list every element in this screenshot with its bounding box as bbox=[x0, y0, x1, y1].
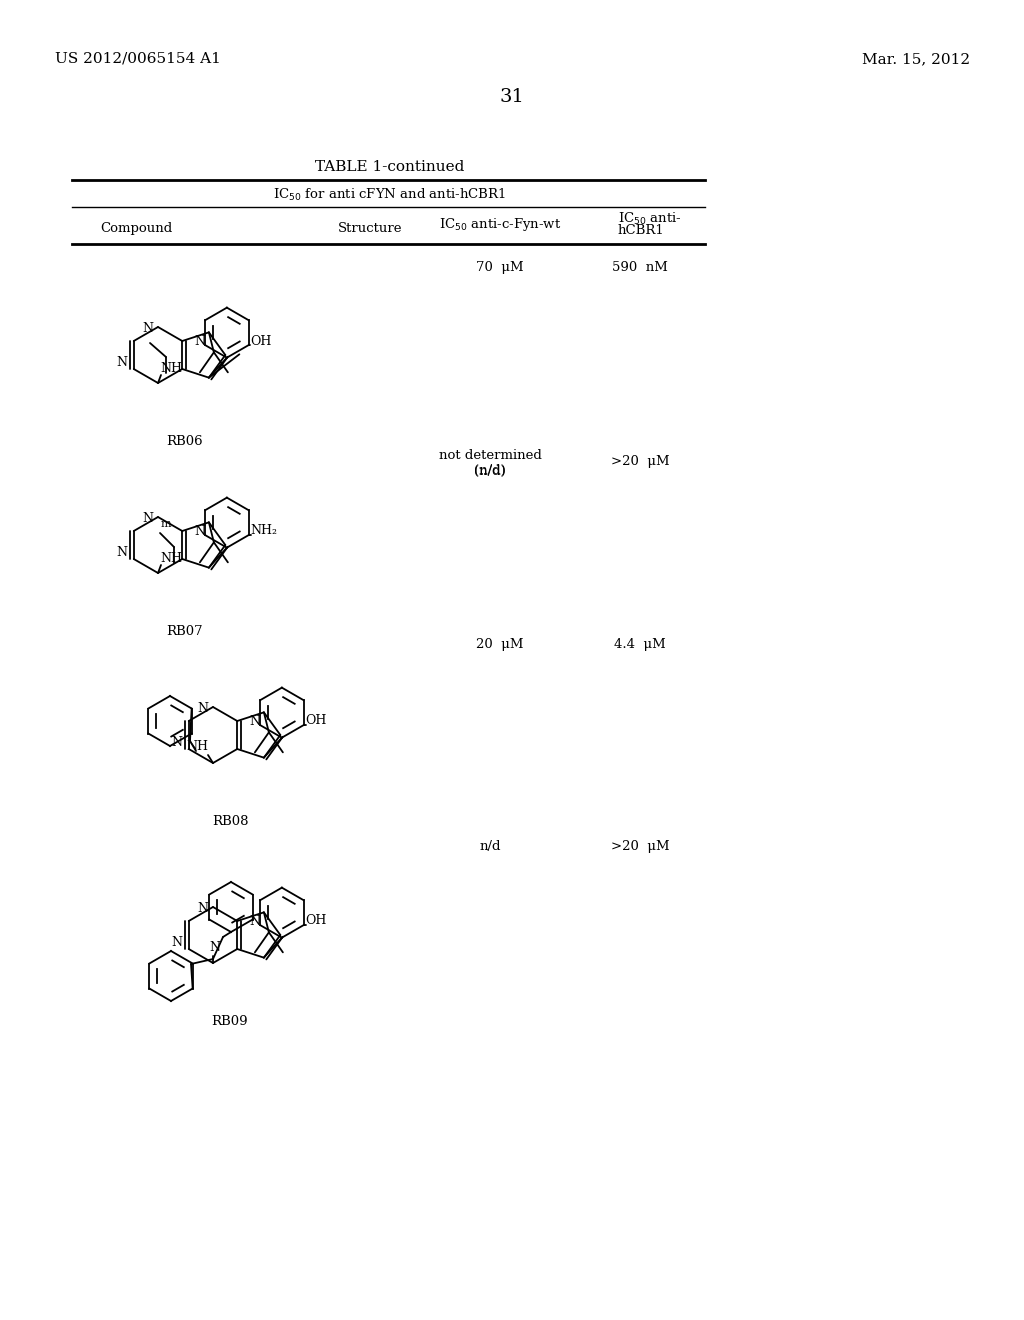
Text: OH: OH bbox=[305, 913, 327, 927]
Text: IC$_{50}$ anti-c-Fyn-wt: IC$_{50}$ anti-c-Fyn-wt bbox=[439, 216, 561, 234]
Text: 4.4  μM: 4.4 μM bbox=[614, 638, 666, 651]
Text: IC$_{50}$ anti-: IC$_{50}$ anti- bbox=[618, 211, 682, 227]
Text: >20  μM: >20 μM bbox=[610, 840, 670, 853]
Text: US 2012/0065154 A1: US 2012/0065154 A1 bbox=[55, 51, 221, 66]
Text: RB09: RB09 bbox=[212, 1015, 248, 1028]
Text: hCBR1: hCBR1 bbox=[618, 224, 665, 238]
Text: NH₂: NH₂ bbox=[251, 524, 278, 537]
Text: OH: OH bbox=[305, 714, 327, 726]
Text: 20  μM: 20 μM bbox=[476, 638, 523, 651]
Text: N: N bbox=[197, 702, 208, 715]
Text: Mar. 15, 2012: Mar. 15, 2012 bbox=[862, 51, 970, 66]
Text: N: N bbox=[171, 936, 182, 949]
Text: TABLE 1-continued: TABLE 1-continued bbox=[315, 160, 465, 174]
Text: >20  μM: >20 μM bbox=[610, 455, 670, 469]
Text: N: N bbox=[194, 525, 205, 539]
Text: RB07: RB07 bbox=[167, 624, 204, 638]
Text: RB06: RB06 bbox=[167, 436, 204, 447]
Text: NH: NH bbox=[160, 362, 182, 375]
Text: n/d: n/d bbox=[479, 840, 501, 853]
Text: RB08: RB08 bbox=[212, 814, 248, 828]
Text: N: N bbox=[171, 735, 182, 748]
Text: NH: NH bbox=[186, 741, 208, 752]
Text: N: N bbox=[249, 915, 260, 928]
Text: not determined
(n/d): not determined (n/d) bbox=[438, 449, 542, 477]
Text: IC$_{50}$ for anti cFYN and anti-hCBR1: IC$_{50}$ for anti cFYN and anti-hCBR1 bbox=[273, 187, 507, 203]
Text: 31: 31 bbox=[500, 88, 524, 106]
Text: N: N bbox=[142, 322, 153, 335]
Text: N: N bbox=[194, 335, 205, 348]
Text: Structure: Structure bbox=[338, 222, 402, 235]
Text: 590  nM: 590 nM bbox=[612, 261, 668, 275]
Text: m: m bbox=[161, 519, 172, 529]
Text: OH: OH bbox=[251, 335, 272, 347]
Text: N: N bbox=[117, 355, 127, 368]
Text: NH: NH bbox=[160, 552, 182, 565]
Text: 70  μM: 70 μM bbox=[476, 261, 524, 275]
Text: N: N bbox=[210, 941, 220, 954]
Text: Compound: Compound bbox=[100, 222, 172, 235]
Text: N: N bbox=[142, 512, 153, 525]
Text: N: N bbox=[117, 545, 127, 558]
Text: N: N bbox=[197, 903, 208, 916]
Text: (n/d): (n/d) bbox=[474, 465, 506, 478]
Text: N: N bbox=[249, 715, 260, 729]
